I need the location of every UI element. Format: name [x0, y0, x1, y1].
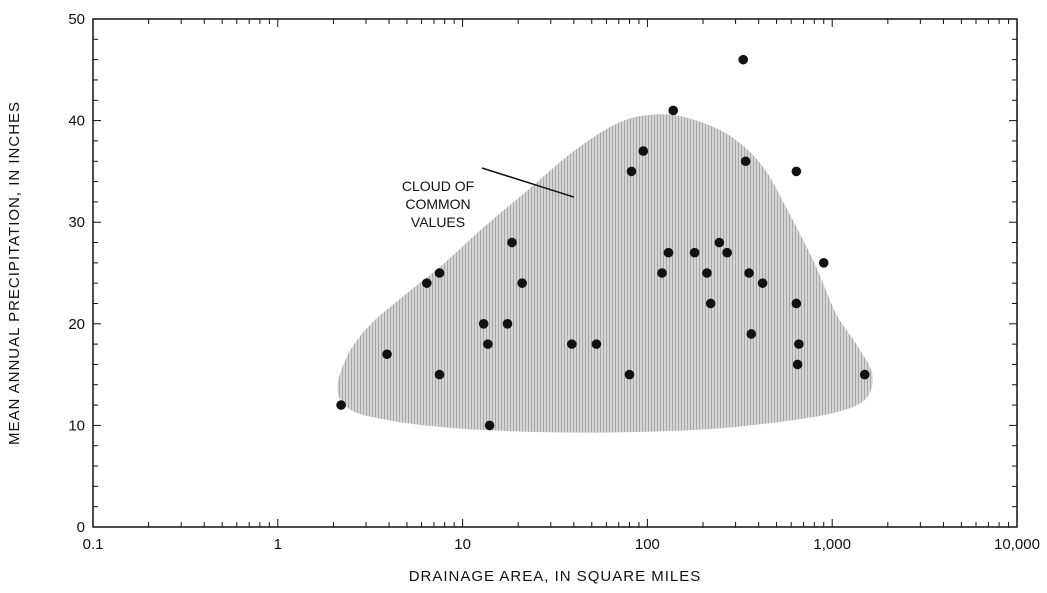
data-point	[722, 247, 732, 258]
x-tick-label: 1,000	[813, 536, 851, 553]
data-point	[517, 278, 527, 288]
data-point	[382, 349, 392, 360]
y-tick-label: 40	[68, 113, 85, 130]
data-point	[702, 268, 712, 278]
data-point	[744, 268, 754, 278]
y-tick-label: 50	[68, 11, 85, 28]
x-axis-title: DRAINAGE AREA, IN SQUARE MILES	[409, 568, 702, 585]
data-point	[714, 237, 725, 248]
annotation-line-1: CLOUD OF	[402, 178, 474, 194]
data-point	[738, 54, 749, 65]
x-tick-label: 10,000	[994, 536, 1040, 553]
data-point	[657, 268, 667, 278]
data-point	[792, 359, 803, 370]
x-tick-label: 10	[454, 536, 471, 553]
data-point	[502, 319, 513, 329]
data-point	[507, 237, 517, 248]
y-tick-label: 20	[68, 316, 85, 333]
data-point	[336, 400, 346, 410]
y-tick-label: 0	[77, 519, 85, 536]
annotation-line-2: COMMON	[405, 196, 470, 212]
data-point	[421, 278, 432, 288]
y-tick-label: 10	[68, 417, 85, 434]
cloud-of-common-values	[337, 114, 873, 433]
data-point	[791, 166, 802, 177]
cloud-annotation: CLOUD OF COMMON VALUES	[402, 167, 575, 230]
data-point	[757, 278, 768, 288]
data-point	[484, 420, 495, 431]
data-point	[478, 319, 489, 329]
data-point	[434, 369, 445, 380]
data-point	[591, 339, 602, 349]
data-point	[746, 329, 757, 339]
axis-ticks	[92, 18, 1018, 528]
x-tick-label: 1	[274, 536, 282, 553]
data-point	[624, 369, 635, 380]
data-point	[740, 156, 751, 167]
annotation-leader-line	[481, 167, 575, 198]
data-point	[818, 258, 829, 268]
plot-frame	[92, 18, 1018, 528]
cloud-layer	[337, 114, 873, 433]
x-tick-label: 100	[635, 536, 660, 553]
data-point	[794, 339, 804, 349]
y-tick-label: 30	[68, 214, 85, 231]
data-point	[483, 339, 493, 349]
data-points	[336, 54, 870, 431]
y-axis-title: MEAN ANNUAL PRECIPITATION, IN INCHES	[6, 101, 23, 445]
x-tick-label: 0.1	[83, 536, 104, 553]
tick-labels: 0.1 1 10 100 1,000 10,000 0 10 20 30 40 50	[68, 11, 1040, 553]
data-point	[663, 247, 674, 258]
data-point	[434, 268, 445, 278]
annotation-line-3: VALUES	[411, 214, 465, 230]
data-point	[689, 247, 700, 258]
data-point	[668, 105, 679, 116]
data-point	[567, 339, 577, 349]
data-point	[638, 146, 649, 156]
data-point	[626, 166, 637, 177]
data-point	[705, 298, 716, 309]
data-point	[859, 369, 870, 380]
data-point	[791, 298, 802, 309]
